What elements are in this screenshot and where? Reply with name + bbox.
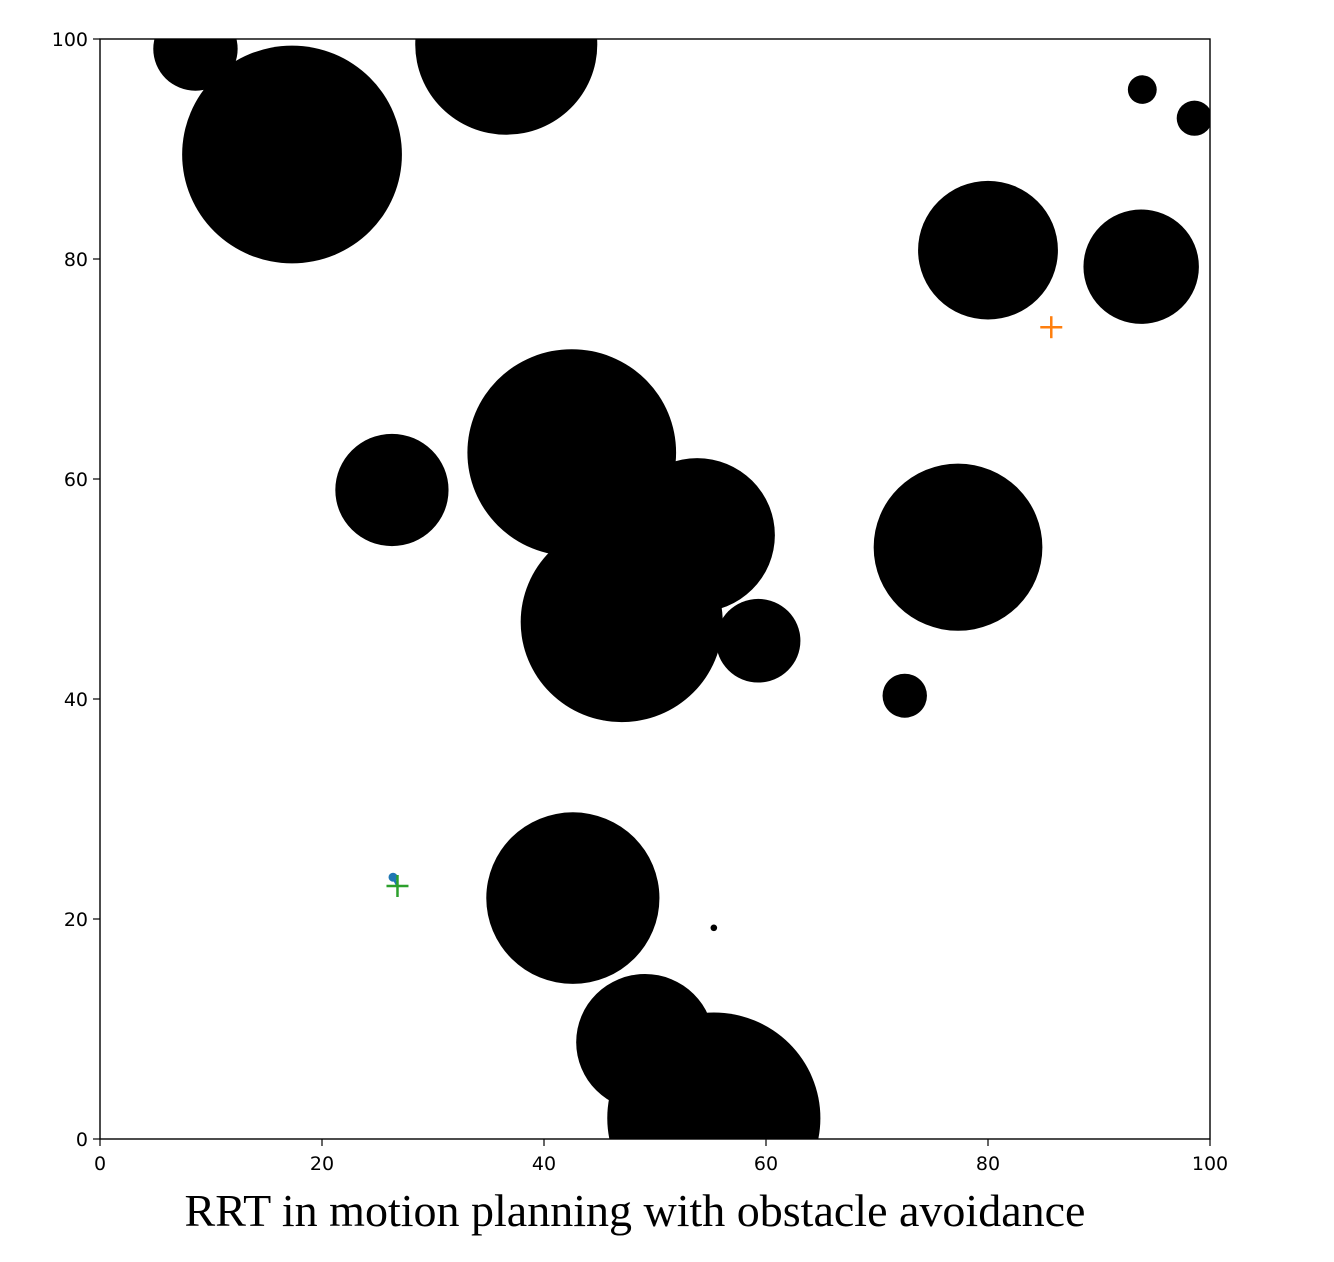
obstacle-circle xyxy=(1083,209,1199,324)
obstacle-circle xyxy=(710,924,718,932)
y-tick-label: 0 xyxy=(76,1129,88,1151)
obstacle-circle xyxy=(1127,75,1157,104)
start-marker xyxy=(386,875,409,897)
goal-marker xyxy=(1040,316,1063,339)
obstacle-circle xyxy=(415,39,598,135)
x-axis: 0 20 40 60 80 100 xyxy=(94,1139,1228,1175)
y-tick-label: 60 xyxy=(64,469,88,491)
obstacle-circle xyxy=(520,521,723,723)
y-tick-label: 20 xyxy=(64,909,88,931)
obstacles xyxy=(153,39,1210,1139)
x-tick-label: 40 xyxy=(532,1153,556,1175)
markers xyxy=(386,316,1063,897)
obstacle-circle xyxy=(1176,100,1210,136)
obstacle-circle xyxy=(607,1012,821,1139)
x-tick-label: 20 xyxy=(310,1153,334,1175)
y-tick-label: 80 xyxy=(64,249,88,271)
obstacle-circle xyxy=(182,45,402,264)
y-axis: 0 20 40 60 80 100 xyxy=(52,29,100,1151)
axes-frame xyxy=(99,38,1211,1140)
obstacle-circle xyxy=(918,180,1058,320)
x-tick-label: 0 xyxy=(94,1153,106,1175)
x-tick-label: 80 xyxy=(976,1153,1000,1175)
y-tick-label: 40 xyxy=(64,689,88,711)
y-tick-label: 100 xyxy=(52,29,88,51)
obstacle-circle xyxy=(716,598,801,683)
x-tick-label: 100 xyxy=(1192,1153,1228,1175)
x-tick-label: 60 xyxy=(754,1153,778,1175)
figure-caption: RRT in motion planning with obstacle avo… xyxy=(184,1185,1086,1236)
tree-node-point xyxy=(388,872,398,882)
obstacle-circle xyxy=(486,812,660,984)
obstacle-circle xyxy=(335,433,449,547)
obstacle-circle xyxy=(882,673,927,718)
obstacle-circle xyxy=(873,463,1043,631)
obstacle-circle xyxy=(467,349,677,556)
